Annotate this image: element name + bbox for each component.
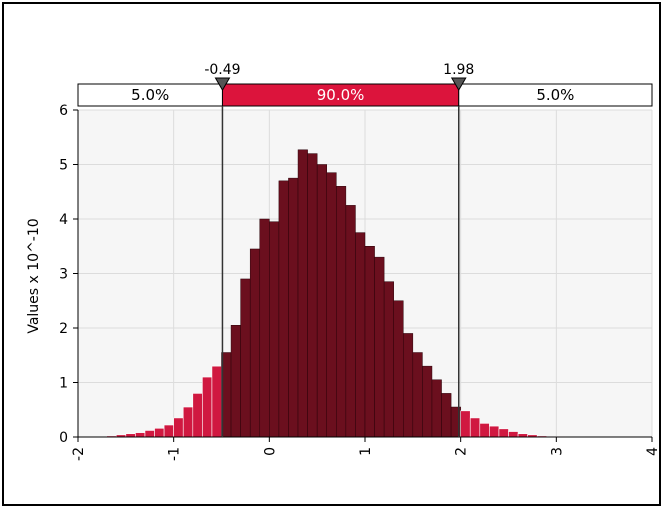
band-label: 5.0% (131, 86, 169, 104)
histogram-bar (489, 425, 500, 438)
histogram-bar (269, 221, 280, 438)
y-axis-title: Values x 10^-10 (26, 218, 42, 333)
band-label: 5.0% (536, 86, 574, 104)
histogram-bar (230, 325, 241, 438)
y-axis-ticks: 0 1 2 3 4 5 6 (59, 103, 78, 446)
histogram-bar (479, 423, 490, 438)
histogram-bar (211, 365, 222, 438)
histogram-bar (422, 365, 433, 438)
x-tick-label: 4 (645, 447, 661, 456)
x-axis-ticks: -2 -1 0 1 2 3 4 (71, 437, 661, 461)
histogram-bar (202, 376, 213, 438)
marker-label: 1.98 (443, 62, 474, 78)
x-tick-label: 3 (549, 447, 565, 456)
histogram-bar (469, 417, 481, 438)
y-tick-label: 0 (59, 430, 68, 446)
y-tick-label: 3 (59, 267, 68, 283)
y-tick-label: 2 (59, 321, 68, 337)
histogram-bar (259, 218, 270, 438)
histogram-bar (345, 205, 356, 438)
x-tick-label: -1 (167, 447, 183, 461)
histogram-bar (192, 393, 203, 438)
histogram-bar (508, 431, 519, 438)
x-tick-label: 1 (358, 447, 374, 456)
histogram-bar (278, 180, 289, 438)
histogram-bar (163, 424, 174, 438)
band-label: 90.0% (317, 86, 365, 104)
histogram-bar (460, 410, 471, 438)
histogram-bar (364, 246, 375, 438)
x-tick-label: 2 (454, 447, 470, 456)
marker-label: -0.49 (204, 62, 240, 78)
histogram-bar (173, 417, 184, 438)
y-tick-label: 4 (59, 212, 68, 228)
histogram-bar (441, 393, 452, 438)
histogram-bar (144, 430, 155, 438)
histogram-bar (383, 281, 394, 438)
y-tick-label: 5 (59, 158, 68, 174)
histogram-bar (182, 406, 194, 438)
histogram-bar (316, 164, 327, 438)
histogram-bar (374, 256, 385, 438)
histogram-bar (336, 186, 347, 438)
histogram-bar (135, 432, 146, 438)
histogram-bar (307, 153, 318, 438)
histogram-bar (393, 300, 404, 438)
percentile-markers: -0.49 1.98 (204, 62, 474, 437)
y-tick-label: 1 (59, 376, 68, 392)
marker-handle (450, 77, 467, 91)
histogram-bar (288, 177, 299, 438)
x-tick-label: -2 (71, 447, 87, 461)
histogram-bar (498, 428, 509, 438)
histogram-bar (355, 232, 366, 438)
x-tick-label: 0 (262, 447, 278, 456)
percentile-band: 5.0% 90.0% 5.0% (77, 83, 653, 107)
histogram-bar (240, 278, 251, 438)
histogram-bar (249, 248, 261, 438)
histogram-bar (154, 427, 165, 438)
histogram-bar (412, 352, 423, 438)
histogram-bar (297, 149, 308, 438)
histogram-bar (326, 172, 337, 438)
bars (106, 149, 595, 438)
histogram-bar (431, 379, 442, 438)
marker-handle (214, 77, 231, 91)
histogram-bar (403, 333, 414, 438)
band-segment (458, 83, 653, 107)
y-tick-label: 6 (59, 103, 68, 119)
